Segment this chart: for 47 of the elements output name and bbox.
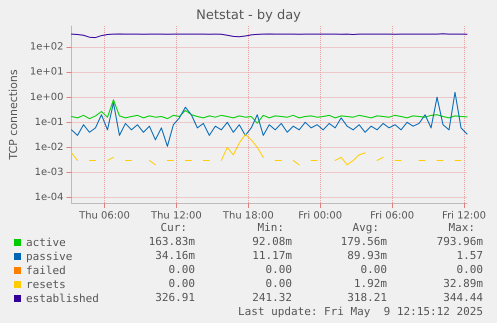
line-series xyxy=(71,92,468,147)
text: 92.08m xyxy=(252,235,292,248)
y-tick-label: 1e-03 xyxy=(34,166,64,178)
x-tick-label: Thu 06:00 xyxy=(78,210,130,222)
text: 0.00 xyxy=(360,263,387,276)
chart-title: Netstat - by day xyxy=(196,8,302,23)
text: 1.57 xyxy=(456,249,483,262)
line-series xyxy=(71,99,468,124)
text: Avg: xyxy=(352,221,379,234)
text: Max: xyxy=(448,221,475,234)
y-axis-title: TCP connections xyxy=(7,69,20,161)
text: 89.93m xyxy=(347,249,388,262)
y-tick-label: 1e-04 xyxy=(34,192,64,203)
text: Last update: Fri May 9 12:15:12 2025 xyxy=(238,305,484,318)
x-tick-label: Fri 00:00 xyxy=(298,210,342,222)
text: 0.00 xyxy=(266,277,292,290)
x-tick-label: Fri 06:00 xyxy=(370,210,414,222)
legend-label: failed xyxy=(26,264,66,277)
text: 34.16m xyxy=(155,249,196,262)
y-tick-label: 1e+02 xyxy=(30,42,64,53)
legend-label: established xyxy=(26,292,99,305)
x-tick-label: Fri 12:00 xyxy=(442,210,486,222)
legend-label: passive xyxy=(26,250,72,263)
legend-label: active xyxy=(26,236,66,249)
text: 0.00 xyxy=(168,277,195,290)
y-tick-label: 1e-01 xyxy=(34,116,64,128)
text: 0.00 xyxy=(266,263,292,276)
text: 1.92m xyxy=(354,277,388,290)
text: 163.83m xyxy=(148,235,196,248)
text: 326.91 xyxy=(155,291,195,304)
y-tick-label: 1e+01 xyxy=(30,66,64,78)
text: 318.21 xyxy=(347,291,387,304)
y-tick-label: 1e+00 xyxy=(30,92,64,103)
text: 32.89m xyxy=(443,277,484,290)
x-tick-label: Thu 12:00 xyxy=(150,210,202,222)
text: Cur: xyxy=(160,221,187,234)
text: 344.44 xyxy=(443,291,484,304)
text: Min: xyxy=(258,221,284,234)
text: 0.00 xyxy=(456,263,483,276)
y-tick-label: 1e-02 xyxy=(34,142,64,153)
x-tick-label: Thu 18:00 xyxy=(222,210,274,222)
legend-label: resets xyxy=(26,278,66,291)
text: 241.32 xyxy=(252,291,292,304)
text: 793.96m xyxy=(436,235,484,248)
text: 179.56m xyxy=(340,235,388,248)
text: 11.17m xyxy=(252,249,292,262)
text: 0.00 xyxy=(168,263,195,276)
